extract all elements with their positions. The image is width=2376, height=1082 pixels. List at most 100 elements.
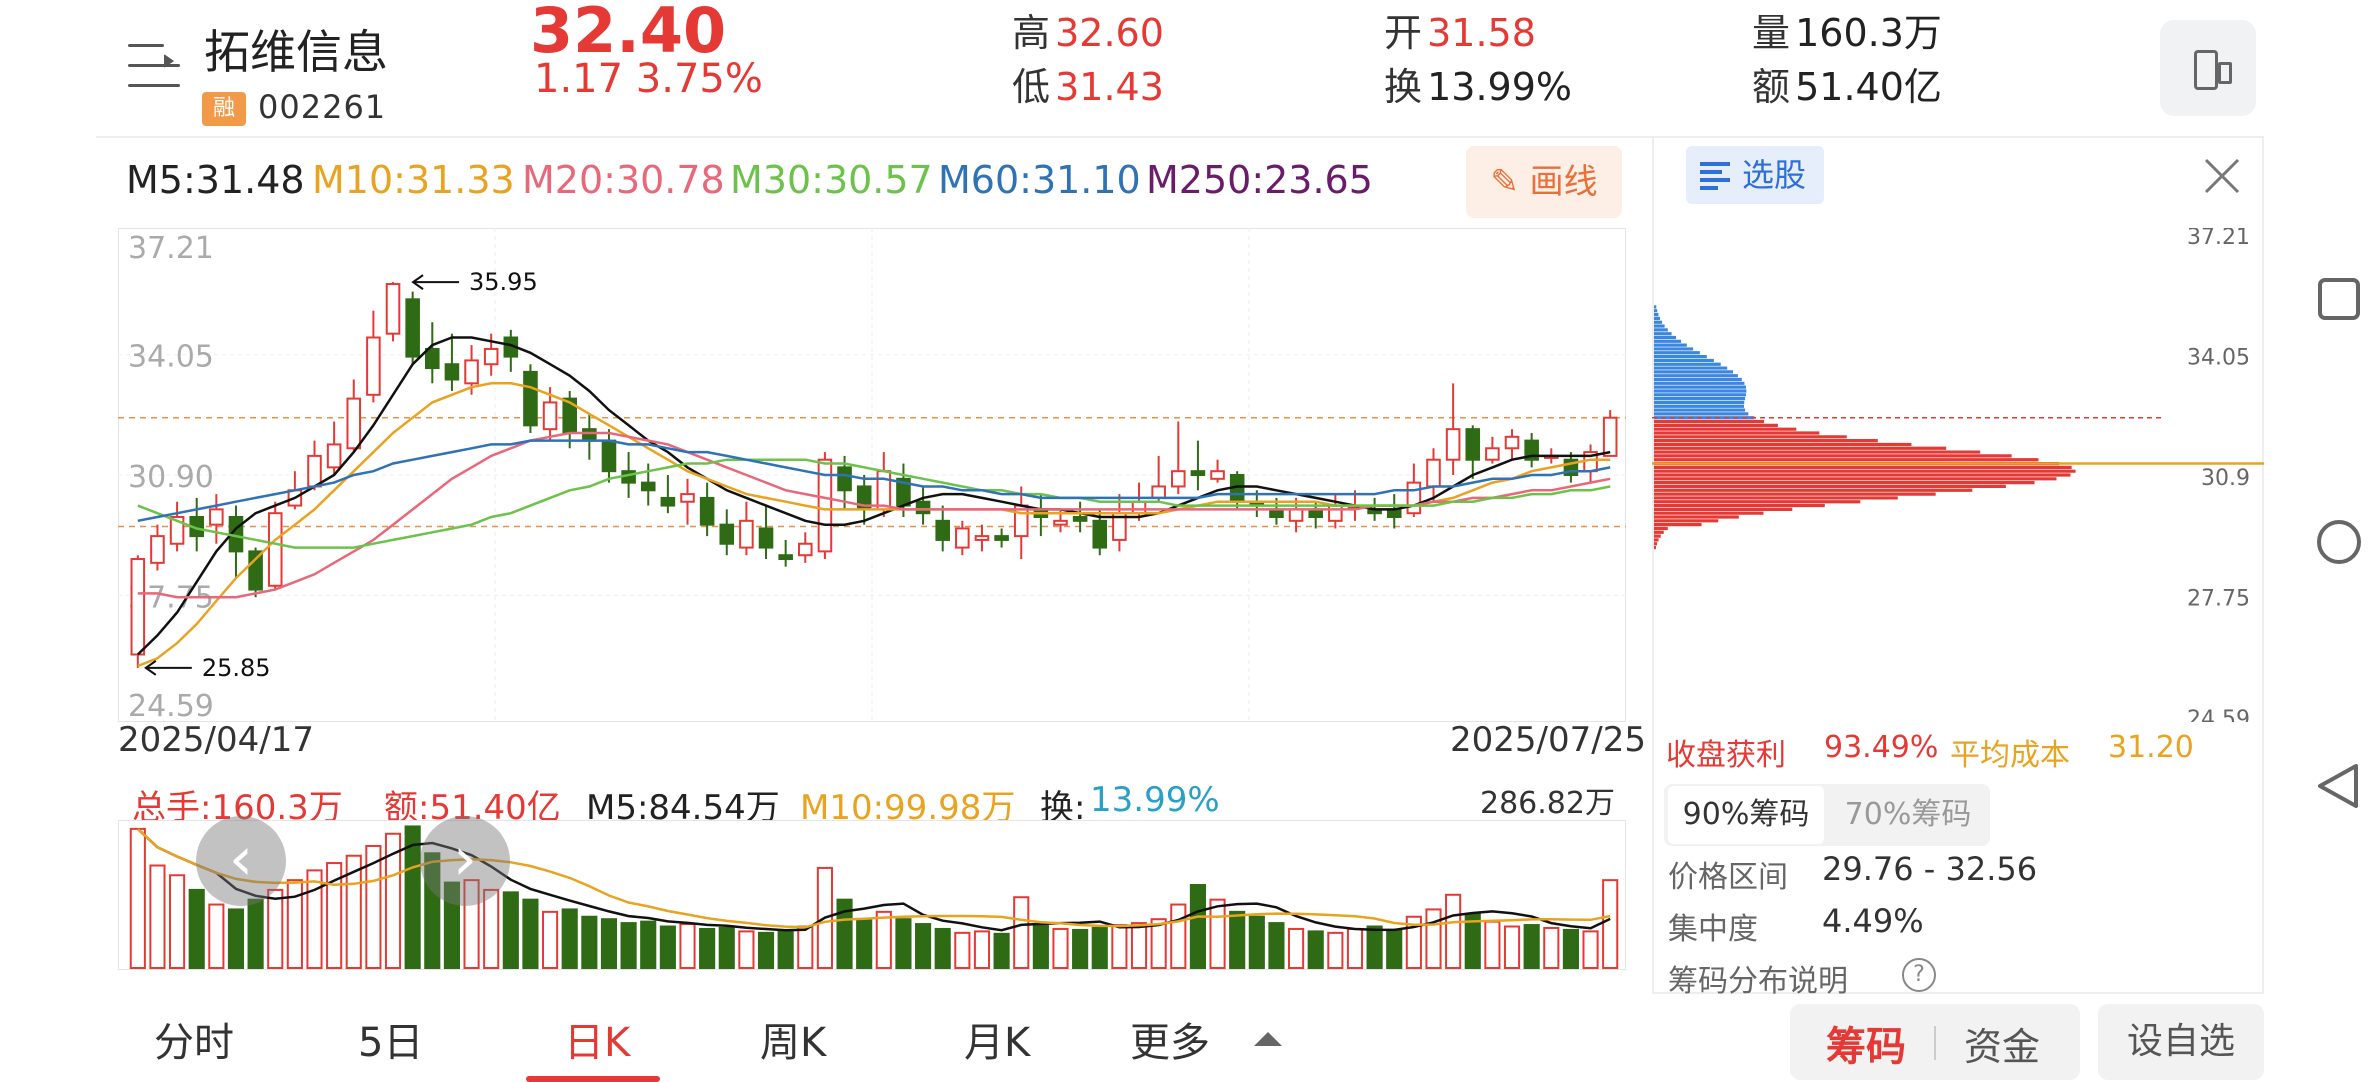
scroll-right-button[interactable]: ›: [420, 816, 510, 906]
y-tick-label: 30.90: [128, 460, 214, 495]
candle-up: [209, 508, 224, 526]
volume-bar-up: [306, 869, 323, 969]
volume-bar-up: [1484, 920, 1501, 969]
add-watchlist-button[interactable]: 设自选: [2098, 1004, 2264, 1080]
close-icon[interactable]: [2196, 150, 2248, 202]
draw-line-button[interactable]: ✎ 画线: [1466, 146, 1622, 218]
volume-bar-up: [1150, 918, 1167, 969]
volume-ma-line: [136, 827, 1611, 932]
volume-bar-down: [600, 918, 618, 969]
profit-value: 93.49%: [1824, 730, 1939, 765]
quote-low: 低 31.43: [1012, 56, 1164, 111]
quote-value: 13.99%: [1427, 65, 1573, 109]
volume-bar-up: [463, 879, 480, 970]
profit-label: 收盘获利: [1666, 738, 1786, 773]
y-tick-label: 37.21: [128, 231, 214, 266]
volume-bar-up: [1543, 926, 1560, 970]
caret-up-icon[interactable]: [1254, 1032, 1282, 1046]
tab-monthly-k[interactable]: 月K: [964, 1020, 1031, 1066]
annotation-label: 35.95: [469, 268, 538, 296]
volume-bar-down: [699, 927, 716, 969]
chevron-left-icon: ‹: [229, 824, 253, 894]
volume-bar-up: [1582, 930, 1599, 970]
tab-70-chips[interactable]: 70%筹码: [1844, 797, 1972, 832]
candle-down: [582, 428, 597, 442]
help-icon[interactable]: ?: [1902, 958, 1936, 992]
quote-value: 31.58: [1427, 11, 1536, 55]
quote-label: 低: [1012, 65, 1051, 109]
quote-turnover: 换 13.99%: [1384, 56, 1572, 111]
volume-bar-up: [286, 879, 303, 970]
funds-button[interactable]: 资金: [1964, 1025, 2041, 1069]
volume-bar-down: [757, 931, 775, 970]
quote-label: 高: [1012, 11, 1051, 55]
tab-5day[interactable]: 5日: [358, 1020, 424, 1066]
volume-chart[interactable]: [118, 820, 1626, 970]
candle-up: [955, 527, 970, 549]
tab-more[interactable]: 更多: [1130, 1020, 1210, 1066]
ma250-legend: M250:23.65: [1146, 158, 1373, 202]
candle-up: [169, 516, 185, 545]
volume-bar-down: [227, 908, 245, 970]
chip-price-tick: 24.59: [2187, 707, 2250, 722]
avg-cost-label: 平均成本: [1950, 738, 2070, 773]
volume-bar-up: [1288, 927, 1305, 969]
volume-bar-up: [973, 930, 991, 970]
volume-bar-up: [1130, 922, 1148, 969]
volume-bar-down: [620, 922, 637, 969]
candle-down: [425, 347, 440, 370]
current-price: 32.40: [530, 0, 727, 67]
chips-funds-toggle[interactable]: 筹码 资金: [1790, 1004, 2080, 1080]
back-icon[interactable]: [2318, 764, 2358, 808]
candle-up: [1445, 428, 1461, 461]
candle-down: [1465, 428, 1481, 461]
tab-intraday[interactable]: 分时: [154, 1020, 234, 1066]
candle-up: [1485, 447, 1500, 461]
volume-bar-down: [443, 881, 460, 969]
candle-up: [876, 470, 892, 511]
candle-down: [915, 500, 931, 515]
volume-bar-down: [934, 927, 951, 969]
volume-bar-up: [542, 910, 559, 969]
tab-weekly-k[interactable]: 周K: [760, 1020, 827, 1066]
candle-up: [464, 359, 479, 385]
price-range-value: 29.76 - 32.56: [1822, 850, 2038, 888]
ma5-legend: M5:31.48: [126, 158, 305, 202]
rotate-screen-button[interactable]: [2160, 20, 2256, 116]
home-icon[interactable]: [2317, 520, 2361, 564]
volume-bar-down: [1072, 928, 1089, 969]
candle-up: [1151, 485, 1166, 499]
volume-bar-down: [1229, 910, 1246, 969]
volume-bar-down: [561, 908, 578, 970]
volume-bar-up: [1602, 879, 1619, 970]
candle-down: [405, 298, 420, 358]
chevron-right-icon: ›: [453, 824, 477, 894]
scroll-left-button[interactable]: ‹: [196, 816, 286, 906]
volume-bar-down: [1523, 924, 1540, 970]
system-nav-bar: [2317, 278, 2361, 808]
chip-explain-link[interactable]: 筹码分布说明: [1668, 964, 1848, 999]
y-tick-label: 24.59: [128, 689, 214, 722]
chip-price-tick: 37.21: [2187, 228, 2250, 250]
list-icon: [1700, 162, 1730, 190]
volume-bar-down: [1189, 884, 1206, 969]
tab-90-chips[interactable]: 90%筹码: [1668, 786, 1824, 844]
volume-bar-up: [384, 832, 402, 970]
volume-bar-down: [895, 918, 912, 969]
candle-up: [1053, 519, 1068, 526]
candle-up: [1504, 435, 1520, 450]
quote-label: 量: [1752, 11, 1791, 55]
stock-picker-button[interactable]: 选股: [1686, 146, 1824, 204]
volume-bar-up: [1170, 903, 1187, 969]
tab-daily-k[interactable]: 日K: [564, 1020, 631, 1066]
ma-line-m20: [137, 431, 1611, 599]
candle-up: [798, 542, 813, 557]
candle-down: [1190, 470, 1206, 476]
menu-icon[interactable]: [128, 44, 180, 88]
chips-button[interactable]: 筹码: [1826, 1024, 1906, 1070]
ma10-legend: M10:31.33: [312, 158, 515, 202]
end-date: 2025/07/25: [1450, 720, 1646, 760]
phone-icon: [2194, 50, 2218, 90]
recents-icon[interactable]: [2318, 278, 2360, 320]
